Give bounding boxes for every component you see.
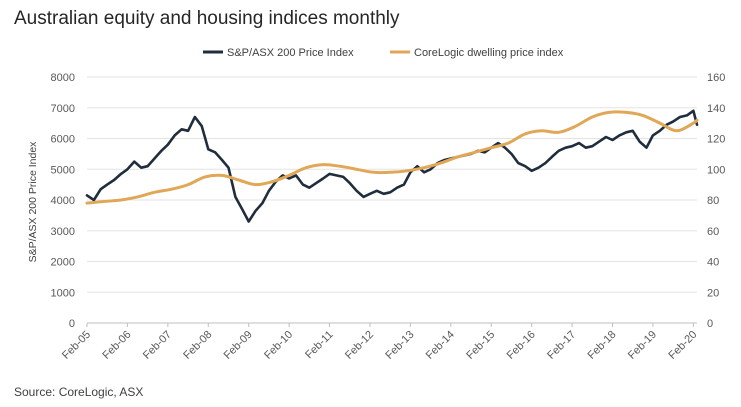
x-tick-label: Feb-10 [262,329,295,362]
x-tick-label: Feb-14 [424,329,457,362]
series-line-corelogic [85,110,699,205]
y-left-tick-label: 2000 [51,257,75,269]
source-note: Source: CoreLogic, ASX [14,385,144,399]
series-line-asx200 [85,109,699,223]
x-tick-label: Feb-05 [60,329,93,362]
y-right-tick-label: 80 [707,195,719,207]
y-left-tick-label: 4000 [51,195,75,207]
legend-label: CoreLogic dwelling price index [414,47,564,59]
x-tick-label: Feb-19 [626,329,659,362]
y-right-tick-label: 60 [707,226,719,238]
y-right-tick-label: 0 [707,318,713,330]
y-axis-label: S&P/ASX 200 Price Index [27,141,39,263]
y-right-tick-label: 40 [707,257,719,269]
legend-label: S&P/ASX 200 Price Index [227,47,354,59]
y-left-tick-label: 6000 [51,134,75,146]
x-tick-label: Feb-13 [383,329,416,362]
y-left-tick-label: 3000 [51,226,75,238]
y-right-tick-label: 100 [707,164,725,176]
y-axis-left: 0 1000 2000 3000 4000 5000 6000 7000 8000 [51,72,75,330]
x-tick-label: Feb-08 [181,329,214,362]
y-left-tick-label: 1000 [51,287,75,299]
x-tick-label: Feb-09 [222,329,255,362]
x-tick-label: Feb-12 [343,329,376,362]
y-left-tick-label: 7000 [51,103,75,115]
x-tick-label: Feb-20 [666,329,699,362]
x-tick-label: Feb-06 [100,329,133,362]
x-tick-label: Feb-18 [586,329,619,362]
y-right-tick-label: 20 [707,287,719,299]
y-left-tick-label: 0 [69,318,75,330]
x-axis: Feb-05 Feb-06 Feb-07 Feb-08 Feb-09 Feb-10 Feb-… [60,323,699,362]
x-tick-label: Feb-07 [141,329,174,362]
x-tick-label: Feb-16 [505,329,538,362]
x-tick-label: Feb-11 [303,329,336,362]
grid-lines [87,76,697,324]
y-left-tick-label: 8000 [51,72,75,84]
x-tick-label: Feb-15 [464,329,497,362]
plot-area [85,109,699,223]
y-right-tick-label: 120 [707,134,725,146]
y-left-tick-label: 5000 [51,164,75,176]
y-right-tick-label: 140 [707,103,725,115]
y-right-tick-label: 160 [707,72,725,84]
chart-title: Australian equity and housing indices mo… [14,8,400,29]
legend: S&P/ASX 200 Price Index CoreLogic dwellin… [203,47,564,59]
x-tick-label: Feb-17 [545,329,578,362]
y-axis-right: 0 20 40 60 80 100 120 140 160 [707,72,725,330]
